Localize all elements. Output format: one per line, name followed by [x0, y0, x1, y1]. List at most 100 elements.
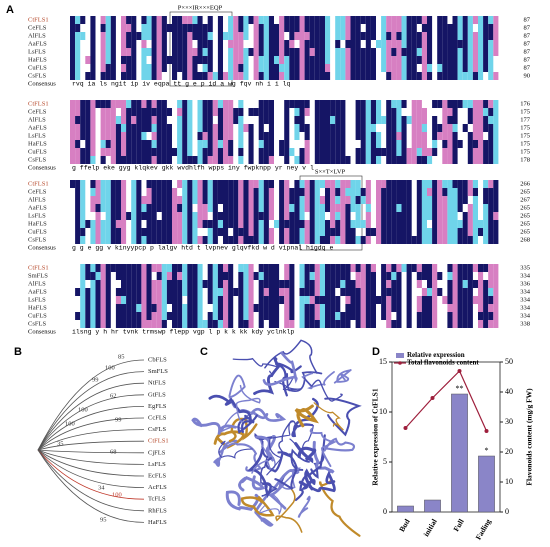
residue-cell	[452, 272, 458, 280]
residue-cell	[197, 272, 203, 280]
residue-cell	[370, 116, 376, 124]
residue-cell	[207, 272, 213, 280]
sequence-name: HaFLS	[28, 140, 47, 147]
residue-cell	[483, 32, 489, 40]
panel-label: B	[14, 346, 22, 358]
residue-cell	[172, 196, 178, 204]
protein-ribbon	[240, 496, 275, 517]
residue-cell	[284, 312, 290, 320]
residue-cell	[182, 204, 188, 212]
residue-cell	[340, 116, 346, 124]
residue-cell	[268, 72, 274, 80]
residue-cell	[381, 48, 387, 56]
residue-cell	[437, 272, 443, 280]
residue-cell	[472, 296, 478, 304]
residue-cell	[355, 56, 361, 64]
residue-cell	[238, 16, 244, 24]
residue-cell	[330, 180, 336, 188]
residue-cell	[100, 132, 106, 140]
residue-cell	[421, 56, 427, 64]
residue-cell	[177, 24, 183, 32]
residue-cell	[314, 204, 320, 212]
residue-cell	[284, 280, 290, 288]
leaf-label: AcFLS	[148, 484, 167, 491]
residue-cell	[289, 212, 295, 220]
residue-cell	[279, 212, 285, 220]
residue-cell	[279, 40, 285, 48]
residue-cell	[355, 188, 361, 196]
sequence-end: 336	[520, 280, 531, 287]
residue-cell	[248, 108, 254, 116]
residue-cell	[355, 24, 361, 32]
residue-cell	[105, 188, 111, 196]
residue-cell	[182, 148, 188, 156]
residue-cell	[304, 64, 310, 72]
residue-cell	[105, 212, 111, 220]
residue-cell	[335, 48, 341, 56]
residue-cell	[340, 196, 346, 204]
residue-cell	[478, 312, 484, 320]
residue-cell	[172, 204, 178, 212]
residue-cell	[401, 32, 407, 40]
residue-cell	[391, 212, 397, 220]
residue-cell	[421, 124, 427, 132]
residue-cell	[121, 280, 127, 288]
residue-cell	[126, 124, 132, 132]
residue-cell	[243, 312, 249, 320]
residue-cell	[177, 304, 183, 312]
residue-cell	[258, 24, 264, 32]
residue-cell	[457, 272, 463, 280]
residue-cell	[105, 116, 111, 124]
residue-cell	[284, 180, 290, 188]
residue-cell	[406, 212, 412, 220]
residue-cell	[304, 288, 310, 296]
panel-label: C	[200, 346, 208, 358]
residue-cell	[197, 100, 203, 108]
residue-cell	[345, 204, 351, 212]
residue-cell	[299, 100, 305, 108]
residue-cell	[427, 16, 433, 24]
residue-cell	[141, 108, 147, 116]
residue-cell	[146, 124, 152, 132]
residue-cell	[156, 148, 162, 156]
residue-cell	[330, 236, 336, 244]
residue-cell	[330, 124, 336, 132]
residue-cell	[115, 196, 121, 204]
residue-cell	[299, 320, 305, 328]
residue-cell	[467, 132, 473, 140]
residue-cell	[258, 124, 264, 132]
residue-cell	[472, 56, 478, 64]
residue-cell	[432, 228, 438, 236]
residue-cell	[314, 124, 320, 132]
residue-cell	[335, 132, 341, 140]
residue-cell	[253, 304, 259, 312]
residue-cell	[136, 156, 142, 164]
residue-cell	[182, 228, 188, 236]
residue-cell	[314, 140, 320, 148]
residue-cell	[212, 320, 218, 328]
residue-cell	[472, 228, 478, 236]
residue-cell	[141, 32, 147, 40]
residue-cell	[386, 180, 392, 188]
residue-cell	[75, 64, 81, 72]
residue-cell	[472, 108, 478, 116]
residue-cell	[207, 16, 213, 24]
residue-cell	[70, 156, 76, 164]
residue-cell	[121, 72, 127, 80]
residue-cell	[386, 296, 392, 304]
sequence-name: CeFLS	[28, 108, 47, 115]
residue-cell	[365, 212, 371, 220]
residue-cell	[217, 288, 223, 296]
residue-cell	[146, 180, 152, 188]
residue-cell	[299, 108, 305, 116]
residue-cell	[263, 228, 269, 236]
residue-cell	[223, 272, 229, 280]
residue-cell	[330, 264, 336, 272]
residue-cell	[472, 124, 478, 132]
residue-cell	[136, 236, 142, 244]
residue-cell	[488, 212, 494, 220]
residue-cell	[437, 228, 443, 236]
residue-cell	[121, 16, 127, 24]
residue-cell	[279, 148, 285, 156]
residue-cell	[85, 312, 91, 320]
